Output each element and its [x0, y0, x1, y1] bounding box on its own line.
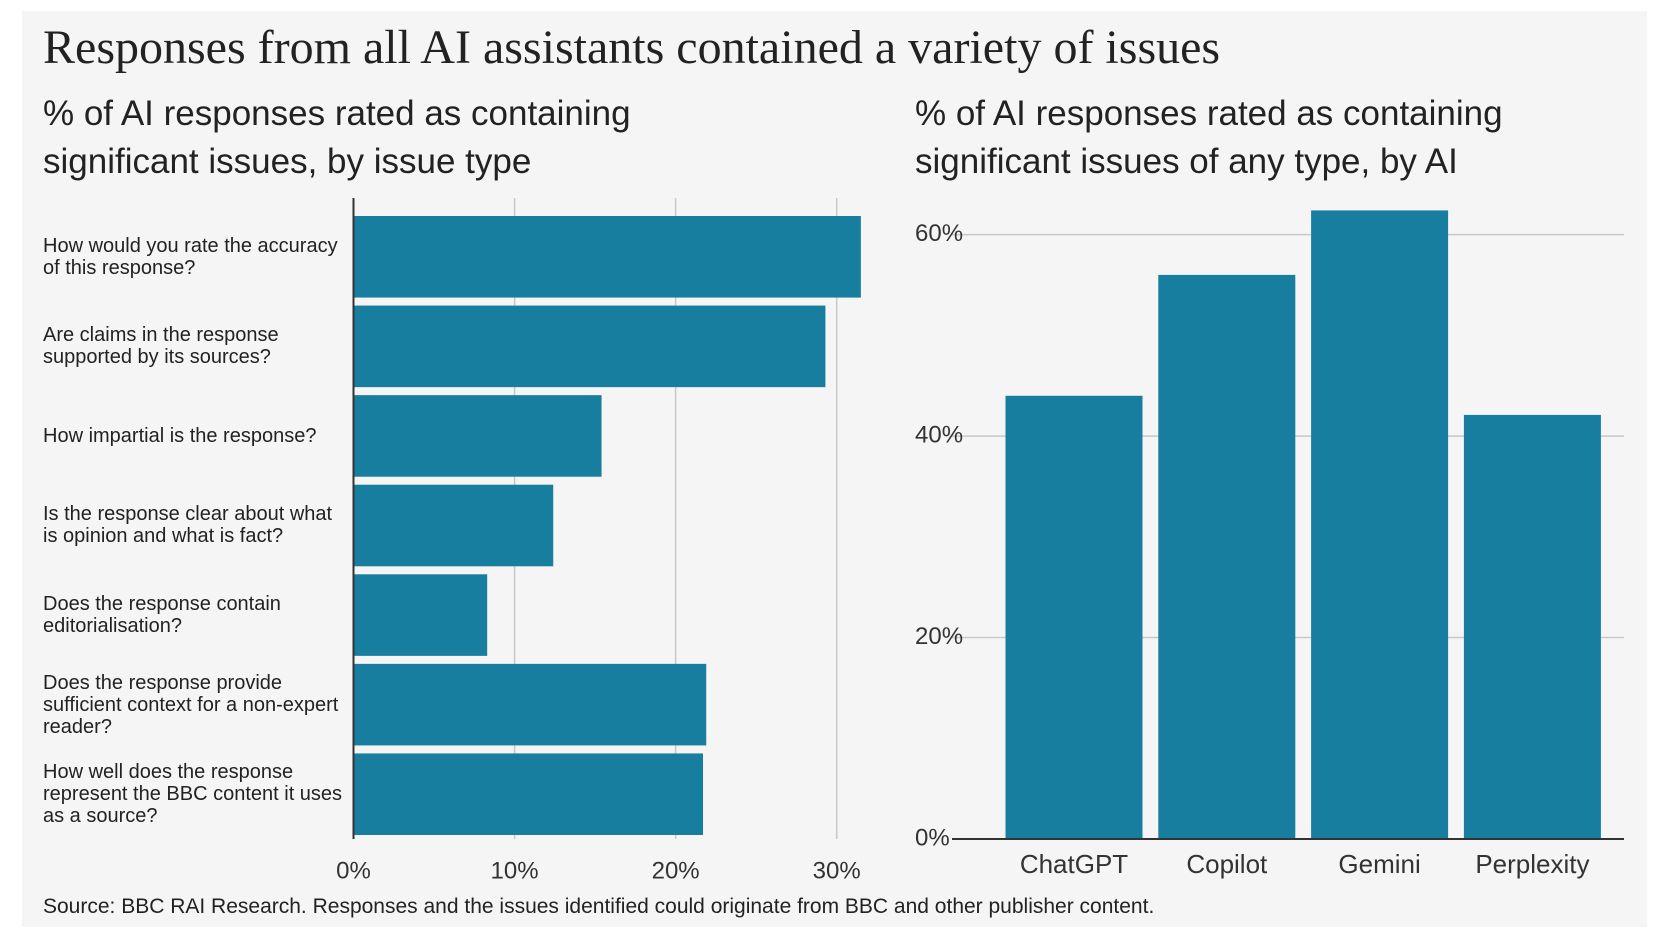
bar — [353, 663, 707, 746]
x-tick-label: Gemini — [1338, 849, 1420, 879]
chart-title: % of AI responses rated as containing si… — [43, 94, 631, 181]
y-tick-label: Is the response clear about what is opin… — [43, 503, 333, 548]
bar — [353, 305, 826, 388]
bar — [353, 574, 488, 656]
y-tick-label: 40% — [915, 421, 963, 448]
x-tick-label: 10% — [491, 857, 539, 884]
chart-title: % of AI responses rated as containing si… — [915, 94, 1503, 181]
bar — [353, 395, 602, 477]
bar — [353, 753, 704, 835]
x-tick-label: 0% — [336, 857, 371, 884]
x-tick-label: ChatGPT — [1020, 849, 1128, 879]
x-tick-label: 30% — [813, 857, 861, 884]
y-tick-label: Does the response provide sufficient con… — [43, 671, 339, 738]
x-tick-label: Copilot — [1186, 849, 1268, 879]
bar — [1463, 414, 1601, 839]
bar — [353, 484, 554, 567]
x-tick-label: Perplexity — [1475, 849, 1589, 879]
bar — [1311, 210, 1449, 839]
bar — [1005, 395, 1143, 839]
title: Responses from all AI assistants contain… — [43, 21, 1221, 74]
x-tick-label: 20% — [652, 857, 700, 884]
y-tick-label: 60% — [915, 220, 963, 247]
y-tick-label: How would you rate the accuracy of this … — [43, 234, 338, 279]
y-tick-label: How impartial is the response? — [43, 424, 317, 447]
y-tick-label: How well does the response represent the… — [43, 761, 343, 828]
y-tick-label: 0% — [915, 824, 950, 851]
bar — [353, 216, 861, 298]
source: Source: BBC RAI Research. Responses and … — [43, 895, 1155, 918]
bar — [1158, 274, 1296, 840]
y-tick-label: 20% — [915, 623, 963, 650]
y-tick-label: Are claims in the response supported by … — [43, 324, 279, 369]
y-tick-label: Does the response contain editorialisati… — [43, 593, 281, 638]
